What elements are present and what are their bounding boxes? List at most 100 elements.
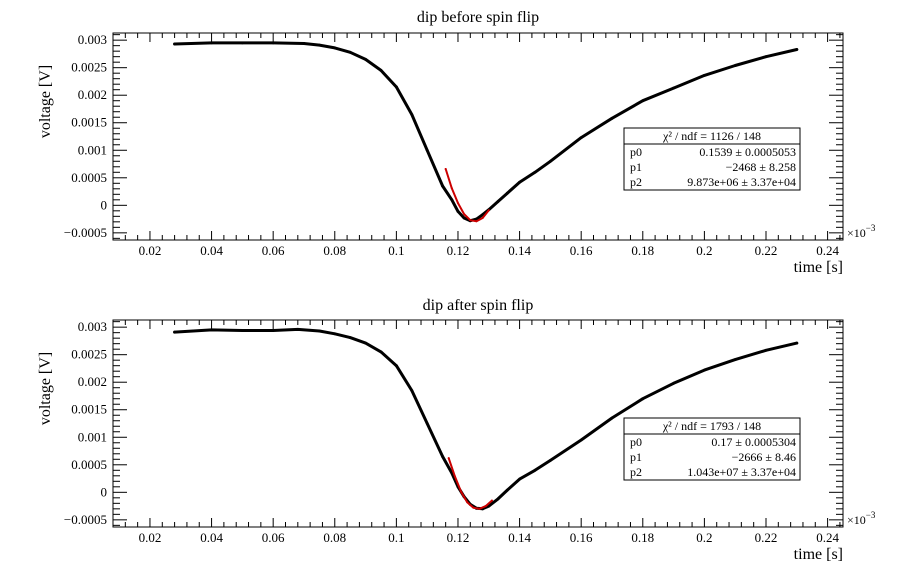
x-multiplier-base: ×10 <box>847 513 866 527</box>
fit-param-name: p0 <box>630 435 642 449</box>
fit-point <box>481 216 484 219</box>
fit-point <box>460 490 463 493</box>
data-point <box>672 381 675 385</box>
fit-param-name: p2 <box>630 175 642 189</box>
x-tick-label: 0.2 <box>696 530 712 545</box>
fit-point <box>444 167 447 170</box>
x-tick-label: 0.14 <box>508 243 531 258</box>
fit-point <box>450 187 453 190</box>
y-axis-label: voltage [V] <box>37 65 54 138</box>
y-tick-label: 0 <box>101 484 108 499</box>
fit-param-name: p1 <box>630 450 642 464</box>
data-point <box>271 41 275 45</box>
x-tick-label: 0.2 <box>696 243 712 258</box>
y-tick-label: 0.0025 <box>71 60 107 75</box>
data-point <box>764 348 768 352</box>
data-point <box>481 213 485 217</box>
fit-param-name: p2 <box>630 465 642 479</box>
y-tick-label: 0.003 <box>78 32 107 47</box>
data-point <box>410 389 414 392</box>
fit-param-value: −2468 ± 8.258 <box>726 160 796 174</box>
plot-frame <box>112 32 844 241</box>
y-tick-label: 0.0005 <box>71 170 107 185</box>
fit-point <box>475 220 478 223</box>
y-tick-label: −0.0005 <box>64 512 107 527</box>
data-point <box>579 136 583 140</box>
data-point <box>296 327 300 331</box>
data-point <box>210 41 213 45</box>
data-point <box>333 332 337 336</box>
data-point <box>317 329 321 333</box>
x-tick-label: 0.1 <box>388 530 404 545</box>
data-point <box>425 148 429 152</box>
fit-param-value: 0.17 ± 0.0005304 <box>711 435 796 449</box>
fit-param-value: 0.1539 ± 0.0005053 <box>699 145 796 159</box>
fit-param-value: 9.873e+06 ± 3.37e+04 <box>687 175 796 189</box>
fit-point <box>447 457 450 460</box>
y-tick-label: 0 <box>101 197 108 212</box>
plot-frame <box>112 319 844 528</box>
data-point <box>302 42 306 45</box>
data-point <box>364 341 367 345</box>
data-point <box>548 458 552 462</box>
plot-title: dip after spin flip <box>423 297 534 314</box>
x-tick-label: 0.06 <box>262 243 285 258</box>
data-point <box>733 64 737 67</box>
data-point <box>456 209 460 213</box>
data-point <box>317 43 321 47</box>
fit-curve <box>447 457 493 510</box>
x-axis: 0.02 0.04 0.06 0.08 0.1 0.12 0.14 0.16 0.18 0.2 0.… <box>112 320 876 563</box>
data-point <box>173 330 177 334</box>
x-axis-label: time [s] <box>794 259 843 276</box>
y-tick-label: −0.0005 <box>64 225 107 240</box>
x-tick-label: 0.16 <box>570 243 593 258</box>
y-tick-label: 0.0025 <box>71 347 107 362</box>
fit-stats-frame <box>623 417 801 481</box>
x-tick-label: 0.02 <box>139 530 162 545</box>
fit-stats-frame <box>623 127 801 191</box>
data-point <box>441 455 444 458</box>
data-point <box>487 504 491 508</box>
x-multiplier-exponent: −3 <box>866 510 876 520</box>
fit-stats-header: χ² / ndf = 1126 / 148 <box>662 129 761 143</box>
data-point <box>672 86 675 90</box>
data-point <box>548 159 552 163</box>
data-point <box>475 217 478 221</box>
fit-stats-box: χ² / ndf = 1793 / 148 p0 0.17 ± 0.0005304 p… <box>623 417 801 481</box>
data-point <box>441 184 444 188</box>
x-tick-label: 0.22 <box>755 530 778 545</box>
data-point <box>702 73 706 77</box>
x-tick-label: 0.06 <box>262 530 285 545</box>
x-tick-label: 0.08 <box>323 243 346 258</box>
data-point <box>533 170 537 174</box>
data-point <box>240 41 244 45</box>
data-point <box>379 69 383 72</box>
data-point <box>795 48 799 51</box>
data-point <box>610 116 614 120</box>
data-point <box>579 438 583 442</box>
fit-point <box>466 501 469 504</box>
y-tick-label: 0.0015 <box>71 402 107 417</box>
fit-point <box>487 209 490 212</box>
data-point <box>348 336 352 340</box>
x-tick-label: 0.18 <box>631 530 654 545</box>
data-points <box>173 41 799 223</box>
y-axis: −0.0005 0 0.0005 0.001 0.0015 0.002 0.0025 0.00… <box>37 32 843 240</box>
data-point <box>240 329 244 332</box>
data-point <box>496 200 500 203</box>
data-point <box>641 397 645 401</box>
data-point <box>733 358 737 362</box>
x-tick-label: 0.16 <box>570 530 593 545</box>
fit-points <box>444 167 490 223</box>
x-tick-label: 0.24 <box>816 530 839 545</box>
y-tick-label: 0.001 <box>78 429 107 444</box>
data-point <box>450 198 454 202</box>
x-tick-label: 0.22 <box>755 243 778 258</box>
x-multiplier-label: ×10−3 <box>847 223 876 240</box>
y-tick-label: 0.002 <box>78 374 107 389</box>
data-point <box>496 497 500 501</box>
y-axis-label: voltage [V] <box>37 352 54 425</box>
data-point <box>379 350 383 354</box>
